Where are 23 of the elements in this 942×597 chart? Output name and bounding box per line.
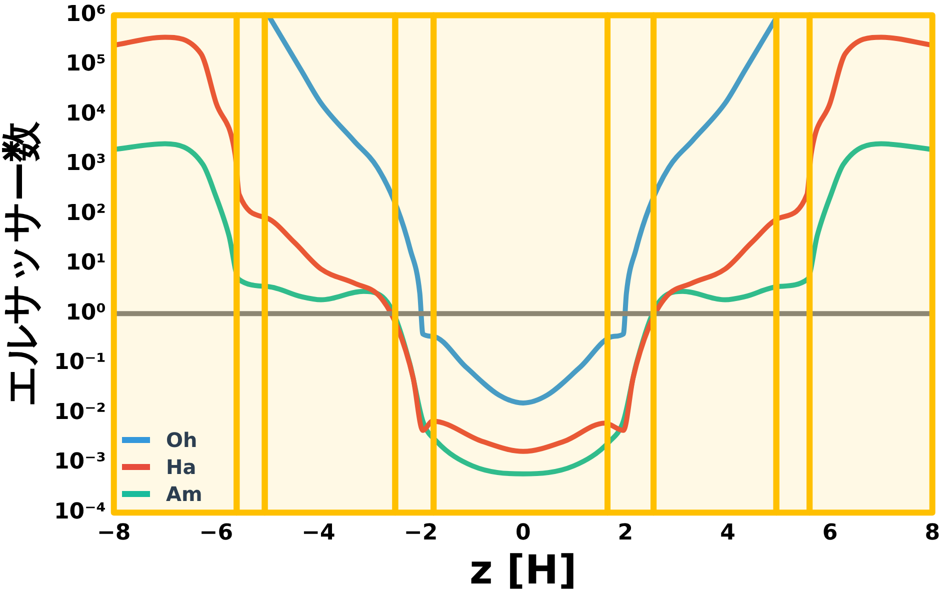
y-tick-label: 10⁴ [66,101,106,126]
x-tick-label: 8 [924,520,940,546]
y-axis-title: エルサッサー数 [0,120,44,406]
x-tick-label: −4 [302,520,336,546]
y-tick-label: 10² [66,200,106,226]
y-tick-label: 10⁵ [66,52,106,77]
y-tick-label: 10⁻³ [54,450,106,475]
y-tick-label: 10⁰ [66,300,106,326]
legend-label: Oh [166,428,198,452]
y-tick-label: 10⁶ [66,2,106,27]
legend-label: Am [166,482,202,506]
legend-label: Ha [166,454,196,478]
y-tick-label: 10⁻¹ [54,350,106,376]
x-tick-label: 2 [618,520,634,546]
x-tick-label: −6 [199,520,234,546]
y-tick-label: 10⁻² [54,400,106,425]
x-axis-title: z [H] [469,547,577,594]
x-tick-label: 6 [822,520,838,546]
x-tick-label: 0 [515,520,531,546]
x-tick-label: 4 [720,520,736,546]
y-tick-label: 10³ [66,151,106,176]
x-tick-label: −2 [404,520,438,546]
y-tick-label: 10¹ [66,250,106,276]
